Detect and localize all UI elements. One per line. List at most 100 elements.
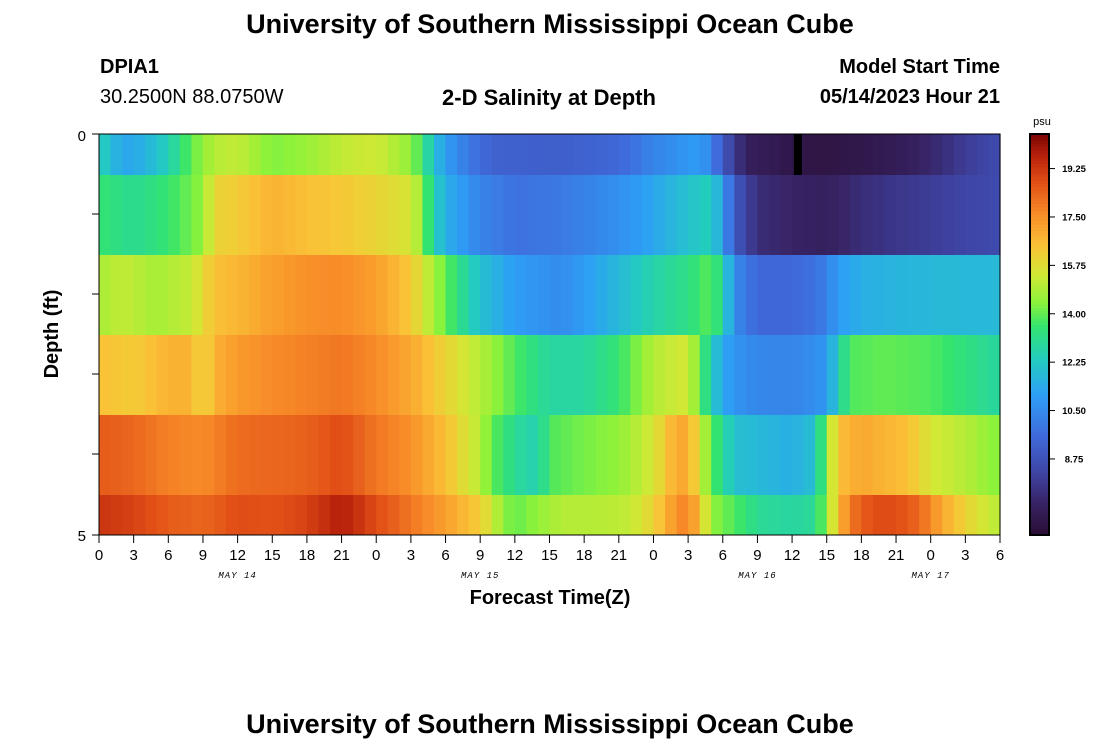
heatmap-cell [930,335,943,415]
colorbar-segment [1030,307,1049,312]
heatmap-cell [283,415,296,495]
x-tick-label: 15 [541,547,558,564]
heatmap-cell [826,134,839,175]
heatmap-cell [433,335,447,415]
heatmap-cell [514,175,527,255]
heatmap-cell [745,335,759,415]
heatmap-cell [99,495,112,535]
heatmap-cell [179,134,193,175]
heatmap-cell [237,415,250,495]
heatmap-cell [410,335,424,415]
heatmap-cell [549,415,562,495]
colorbar-segment [1030,214,1049,219]
heatmap-cell [872,175,886,255]
heatmap-cell [896,415,909,495]
heatmap-cell [965,495,978,535]
heatmap-cell [480,415,493,495]
x-tick-label: 0 [649,547,657,564]
heatmap-cell [399,495,412,535]
heatmap-cell [630,415,643,495]
x-tick-label: 9 [199,547,207,564]
heatmap-cell [457,134,470,175]
heatmap-cell [457,495,470,535]
heatmap-cell [561,255,574,335]
heatmap-cell [630,255,643,335]
heatmap-cell [572,255,585,335]
heatmap-cell [757,335,770,415]
heatmap-cell [480,255,493,335]
heatmap-cell [780,335,793,415]
heatmap-cell [618,255,631,335]
heatmap-cell [826,495,839,535]
heatmap-cell [283,175,296,255]
heatmap-cell [514,134,527,175]
colorbar-segment [1030,471,1049,476]
colorbar-segment [1030,301,1049,305]
x-tick-label: 18 [576,547,593,564]
heatmap-cell [249,175,262,255]
heatmap-cell [364,175,377,255]
heatmap-cell [272,175,285,255]
heatmap-cell [803,134,816,175]
heatmap-cell [364,255,377,335]
heatmap-cell [214,175,227,255]
heatmap-cell [942,255,955,335]
heatmap-cell [526,255,539,335]
heatmap-cell [561,175,574,255]
colorbar-segment [1030,444,1049,449]
heatmap-cell [283,335,296,415]
heatmap-cell [792,415,805,495]
colorbar-segment [1030,397,1049,402]
heatmap-cell [896,335,909,415]
colorbar-segment [1030,147,1049,152]
heatmap-cell [457,335,470,415]
colorbar-tick-label: 10.50 [1062,406,1086,417]
heatmap-cell [330,415,343,495]
heatmap-cell [896,175,909,255]
heatmap-cell [745,255,759,335]
x-tick-label: 18 [299,547,316,564]
heatmap-cell [491,415,504,495]
x-date-label: MAY 17 [911,571,949,581]
colorbar-segment [1030,484,1049,489]
heatmap-cell [665,175,678,255]
heatmap-cell [145,134,158,175]
heatmap-cell [734,134,747,175]
heatmap-cell [942,134,955,175]
colorbar-segment [1030,197,1049,202]
heatmap-cell [665,415,678,495]
heatmap-cell [745,175,759,255]
heatmap-cell [226,255,239,335]
colorbar-segment [1030,421,1049,426]
x-tick-label: 12 [507,547,524,564]
heatmap-cell [665,495,678,535]
heatmap-cell [537,495,551,535]
heatmap-cell [896,495,909,535]
colorbar-segment [1030,154,1049,158]
heatmap-cell [815,175,828,255]
x-tick-label: 3 [129,547,137,564]
heatmap-cell [618,415,631,495]
heatmap-cell [422,335,435,415]
colorbar-tick-label: 8.75 [1065,454,1084,465]
heatmap-cell [156,415,169,495]
heatmap-cell [249,335,262,415]
colorbar-segment [1030,267,1049,272]
heatmap-cell [202,495,216,535]
colorbar-segment [1030,361,1049,366]
x-tick-label: 21 [610,547,627,564]
heatmap-cell [468,175,481,255]
colorbar-segment [1030,250,1049,255]
heatmap-cell [653,134,666,175]
heatmap-cell [699,415,712,495]
colorbar-segment [1030,277,1049,282]
heatmap-cell [965,335,978,415]
heatmap-cell [549,175,562,255]
colorbar-segment [1030,401,1049,406]
heatmap-cell [260,134,273,175]
heatmap-cell [838,134,851,175]
colorbar-segment [1030,194,1049,198]
heatmap-cell [480,175,493,255]
heatmap-cell [884,415,897,495]
heatmap-cell [445,175,458,255]
